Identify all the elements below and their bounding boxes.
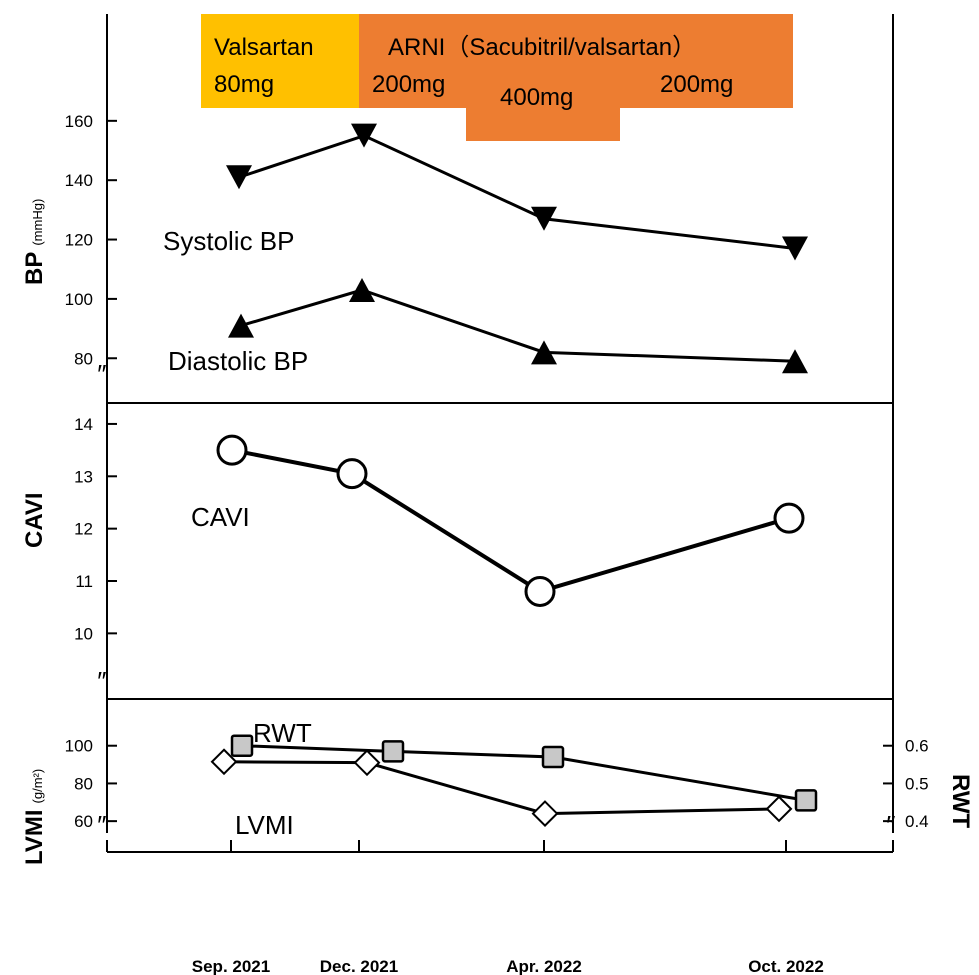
axis-ticks: Sep. 2021 Dec. 2021 Apr. 2022 Oct. 2022 80 10…: [65, 112, 929, 975]
lvmi-point: [531, 800, 559, 828]
arni-200mg-label-a: 200mg: [372, 71, 445, 98]
x-tick-label: Dec. 2021: [320, 957, 398, 975]
x-tick-label: Apr. 2022: [506, 957, 582, 975]
systolic-bp-point: [226, 165, 252, 190]
data-marks: [210, 123, 818, 828]
cavi-axis-title: CAVI: [21, 492, 48, 548]
systolic-bp-line: [238, 134, 796, 250]
rwt-point: [794, 789, 818, 812]
cavi-point: [336, 458, 368, 490]
systolic-bp-point: [351, 123, 377, 148]
lvmi-point: [353, 749, 381, 777]
arni-label: ARNI（Sacubitril/valsartan）: [388, 34, 696, 61]
lvmi-line: [223, 760, 780, 816]
arni-400mg-label: 400mg: [500, 84, 573, 111]
valsartan-bar: [201, 14, 359, 108]
y2-tick-label: 0.4: [905, 812, 929, 831]
y-tick-label: 80: [74, 774, 93, 793]
diastolic-bp-point: [531, 340, 557, 365]
rwt-point: [381, 740, 405, 763]
y-tick-label: 60: [74, 812, 93, 831]
bp-axis-title: BP(mmHg): [21, 199, 48, 285]
valsartan-dose-label: 80mg: [214, 71, 274, 98]
arni-bar-200mg-b: [619, 14, 793, 108]
y-tick-label: 11: [75, 572, 93, 591]
rwt-line: [241, 744, 807, 802]
rwt-point: [230, 734, 254, 757]
y-tick-label: 10: [74, 624, 93, 643]
arni-bar-200mg-a: [359, 14, 467, 108]
diastolic-bp-label: Diastolic BP: [168, 346, 308, 376]
lvmi-series-label: LVMI: [235, 810, 294, 840]
axis-break-mark-cavi: ″: [96, 666, 106, 696]
axis-break-mark-rwt: ″: [885, 810, 895, 840]
y-tick-label: 140: [65, 171, 93, 190]
y2-tick-label: 0.5: [905, 774, 929, 793]
diastolic-bp-line: [240, 288, 796, 363]
cavi-series-label: CAVI: [191, 502, 250, 532]
y-tick-label: 100: [65, 737, 93, 756]
diastolic-bp-point: [782, 349, 808, 374]
lvmi-point: [210, 748, 238, 776]
systolic-bp-point: [782, 236, 808, 261]
diastolic-bp-point: [228, 313, 254, 338]
axis-break-mark-lvmi: ″: [96, 810, 106, 840]
y-tick-label: 13: [74, 467, 93, 486]
axis-break-mark-bp: ″: [96, 359, 106, 389]
y-tick-label: 80: [74, 349, 93, 368]
cavi-point: [773, 502, 805, 534]
frame: [106, 14, 894, 853]
arni-200mg-label-b: 200mg: [660, 71, 733, 98]
x-tick-label: Sep. 2021: [192, 957, 270, 975]
lvmi-point: [765, 795, 793, 823]
treatment-bars: Valsartan 80mg ARNI（Sacubitril/valsartan…: [201, 14, 793, 141]
systolic-bp-point: [531, 206, 557, 231]
cavi-point: [216, 434, 248, 466]
rwt-axis-title: RWT: [947, 774, 974, 829]
cavi-point: [524, 575, 556, 607]
y-tick-label: 100: [65, 290, 93, 309]
diastolic-bp-point: [349, 278, 375, 302]
lvmi-axis-title: LVMI(g/m²): [21, 769, 48, 865]
y2-tick-label: 0.6: [905, 737, 929, 756]
y-tick-label: 12: [74, 520, 93, 539]
y-tick-label: 160: [65, 112, 93, 131]
y-tick-label: 120: [65, 231, 93, 250]
x-tick-label: Oct. 2022: [748, 957, 824, 975]
rwt-series-label: RWT: [253, 718, 312, 748]
rwt-point: [541, 745, 565, 769]
systolic-bp-label: Systolic BP: [163, 226, 295, 256]
y-tick-label: 14: [74, 415, 93, 434]
cavi-line: [231, 448, 790, 594]
valsartan-label: Valsartan: [214, 34, 314, 61]
arni-bar-400mg: [466, 14, 620, 141]
